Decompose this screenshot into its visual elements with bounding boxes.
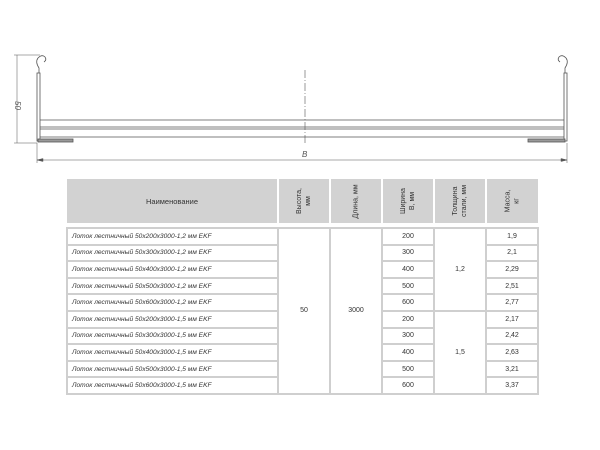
height-dimension-label: 50 bbox=[13, 101, 22, 110]
table-header-row: Наименование Высота, мм Длина, мм Ширина… bbox=[67, 179, 538, 223]
height-dimension bbox=[14, 54, 40, 144]
cell-name: Лоток лестничный 50х400х3000-1,2 мм EKF bbox=[66, 260, 279, 279]
cell-name: Лоток лестничный 50х600х3000-1,5 мм EKF bbox=[66, 376, 279, 395]
cell-name: Лоток лестничный 50х200х3000-1,2 мм EKF bbox=[66, 227, 279, 246]
cell-width: 400 bbox=[381, 343, 435, 362]
cell-width: 200 bbox=[381, 227, 435, 246]
cell-name: Лоток лестничный 50х300х3000-1,2 мм EKF bbox=[66, 243, 279, 263]
header-name: Наименование bbox=[67, 179, 278, 223]
table-row: Лоток лестничный 50х500х3000-1,5 мм EKF 5… bbox=[66, 359, 539, 379]
left-wall bbox=[36, 55, 47, 142]
cell-name: Лоток лестничный 50х500х3000-1,5 мм EKF bbox=[66, 359, 279, 379]
tray-base bbox=[37, 119, 566, 143]
cell-width: 500 bbox=[381, 359, 435, 379]
cell-width: 500 bbox=[381, 276, 435, 296]
cell-thickness: 1,2 bbox=[433, 227, 487, 312]
cell-mass: 3,21 bbox=[485, 359, 539, 379]
tray-cross-section-drawing: 50 B bbox=[13, 54, 568, 163]
table-row: Лоток лестничный 50х500х3000-1,2 мм EKF 5… bbox=[66, 276, 539, 296]
cell-mass: 2,51 bbox=[485, 276, 539, 296]
cell-mass: 2,77 bbox=[485, 293, 539, 312]
header-height: Высота, мм bbox=[277, 179, 330, 223]
table-row: Лоток лестничный 50х600х3000-1,5 мм EKF 6… bbox=[66, 376, 539, 395]
cell-mass: 2,63 bbox=[485, 343, 539, 362]
cell-mass: 2,1 bbox=[485, 243, 539, 263]
cell-name: Лоток лестничный 50х500х3000-1,2 мм EKF bbox=[66, 276, 279, 296]
cell-name: Лоток лестничный 50х400х3000-1,5 мм EKF bbox=[66, 343, 279, 362]
cell-width: 600 bbox=[381, 293, 435, 312]
cell-name: Лоток лестничный 50х300х3000-1,5 мм EKF bbox=[66, 326, 279, 346]
header-width: Ширина B, мм bbox=[381, 179, 434, 223]
cell-length: 3000 bbox=[329, 227, 383, 395]
cell-width: 400 bbox=[381, 260, 435, 279]
cell-thickness: 1,5 bbox=[433, 309, 487, 395]
header-thickness: Толщина стали, мм bbox=[433, 179, 486, 223]
table-row: Лоток лестничный 50х200х3000-1,2 мм EKF 5… bbox=[66, 227, 539, 395]
cell-name: Лоток лестничный 50х200х3000-1,5 мм EKF bbox=[66, 309, 279, 329]
right-wall bbox=[557, 55, 568, 142]
cell-width: 600 bbox=[381, 376, 435, 395]
width-dimension bbox=[36, 143, 568, 163]
cell-mass: 2,42 bbox=[485, 326, 539, 346]
cell-name: Лоток лестничный 50х600х3000-1,2 мм EKF bbox=[66, 293, 279, 312]
table-row: Лоток лестничный 50х200х3000-1,5 мм EKF 2… bbox=[66, 309, 539, 395]
header-length: Длина, мм bbox=[329, 179, 382, 223]
cell-width: 300 bbox=[381, 243, 435, 263]
cell-mass: 1,9 bbox=[485, 227, 539, 246]
specification-table: Наименование Высота, мм Длина, мм Ширина… bbox=[66, 179, 539, 395]
cell-height: 50 bbox=[277, 227, 331, 395]
cell-mass: 3,37 bbox=[485, 376, 539, 395]
header-mass: Масса, кг bbox=[485, 179, 538, 223]
cell-mass: 2,17 bbox=[485, 309, 539, 329]
width-dimension-label: B bbox=[302, 150, 308, 159]
cell-width: 200 bbox=[381, 309, 435, 329]
cell-mass: 2,29 bbox=[485, 260, 539, 279]
cell-width: 300 bbox=[381, 326, 435, 346]
